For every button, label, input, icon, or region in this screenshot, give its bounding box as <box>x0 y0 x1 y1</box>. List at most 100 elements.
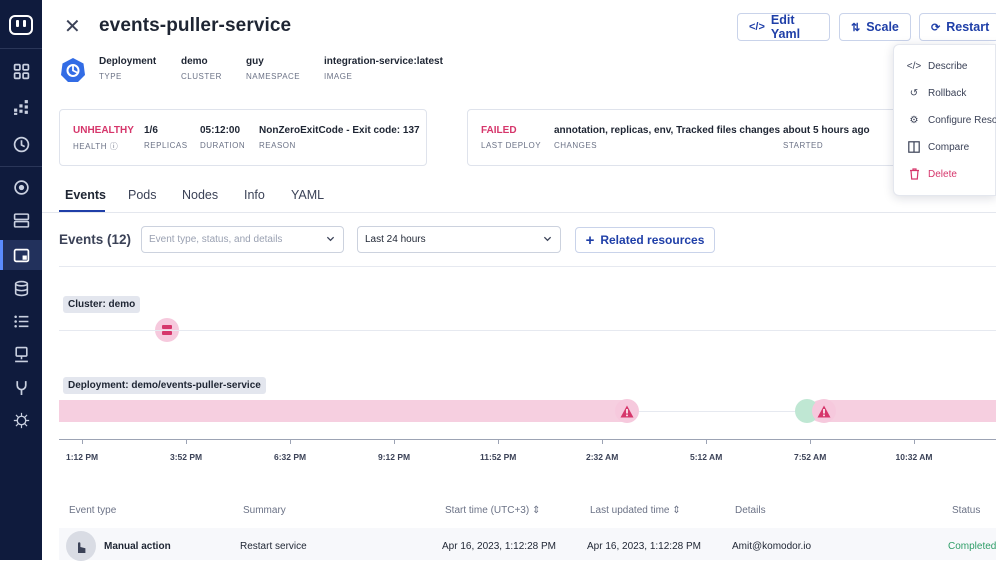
kubernetes-deployment-icon <box>61 58 85 82</box>
deploy-warning-marker[interactable] <box>615 399 639 423</box>
app-logo[interactable] <box>9 15 33 35</box>
tab-events[interactable]: Events <box>65 188 106 202</box>
deploy-warning-marker[interactable] <box>812 399 836 423</box>
code-icon: </> <box>906 60 922 72</box>
col-event-type[interactable]: Event type <box>69 505 117 516</box>
server-icon <box>162 325 172 335</box>
plus-icon: + <box>585 231 595 249</box>
menu-item-compare[interactable]: Compare <box>908 141 969 153</box>
sidebar-item-storage[interactable] <box>0 273 42 303</box>
menu-item-delete[interactable]: Delete <box>908 168 957 180</box>
unhealthy-period-band[interactable] <box>59 400 631 422</box>
monitor-icon <box>14 346 28 362</box>
helm-wheel-icon <box>13 179 29 195</box>
health-card: UNHEALTHY HEALTH ⓘ 1/6 REPLICAS 05:12:00… <box>59 109 427 166</box>
sidebar-item-list[interactable] <box>0 306 42 336</box>
time-axis-tick-label: 9:12 PM <box>378 452 411 462</box>
time-axis-tick <box>810 439 811 444</box>
time-axis-tick-label: 7:52 AM <box>794 452 827 462</box>
col-status[interactable]: Status <box>952 505 981 516</box>
event-filter-placeholder: Event type, status, and details <box>149 234 283 245</box>
sidebar-item-history[interactable] <box>0 129 42 159</box>
time-axis-tick <box>498 439 499 444</box>
sidebar-divider <box>0 166 42 167</box>
page-title: events-puller-service <box>99 15 292 36</box>
table-row[interactable] <box>59 528 996 560</box>
bars-icon <box>13 99 28 115</box>
restart-button[interactable]: ⟳ Restart <box>919 13 996 41</box>
time-axis-tick <box>290 439 291 444</box>
tab-info[interactable]: Info <box>244 188 265 202</box>
sidebar-item-dashboard[interactable] <box>0 92 42 122</box>
sidebar-item-network[interactable] <box>0 339 42 369</box>
grid-icon <box>13 63 29 79</box>
row-details: Amit@komodor.io <box>732 541 812 552</box>
row-last-updated: Apr 16, 2023, 1:12:28 PM <box>587 541 701 552</box>
tab-pods[interactable]: Pods <box>128 188 157 202</box>
time-axis-tick <box>394 439 395 444</box>
col-last-updated[interactable]: Last updated time ⇕ <box>590 505 681 516</box>
meta-namespace: guy NAMESPACE <box>246 56 301 81</box>
hand-icon <box>78 542 86 553</box>
changes-field: annotation, replicas, env, Tracked files… <box>554 125 781 150</box>
sidebar-divider <box>0 48 42 49</box>
compare-icon <box>908 141 920 153</box>
tab-yaml[interactable]: YAML <box>291 188 325 202</box>
refresh-icon: ⟳ <box>931 21 941 34</box>
event-filter-select[interactable]: Event type, status, and details <box>141 226 344 253</box>
wrench-icon <box>15 380 27 395</box>
duration-field: 05:12:00 DURATION <box>200 125 246 150</box>
clock-icon <box>13 136 29 152</box>
warning-icon <box>620 405 634 417</box>
time-range-select[interactable]: Last 24 hours <box>357 226 561 253</box>
time-axis-tick <box>186 439 187 444</box>
time-axis-tick-label: 5:12 AM <box>690 452 723 462</box>
time-axis-tick <box>914 439 915 444</box>
last-deploy-field: FAILED LAST DEPLOY <box>481 125 542 150</box>
time-axis-tick-label: 1:12 PM <box>66 452 99 462</box>
row-status: Completed <box>948 541 996 552</box>
workload-icon <box>13 248 29 262</box>
sidebar-item-nodes[interactable] <box>0 205 42 235</box>
time-axis-tick-label: 6:32 PM <box>274 452 307 462</box>
time-axis-tick <box>602 439 603 444</box>
helm-icon <box>13 412 29 428</box>
sidebar-item-access[interactable] <box>0 372 42 402</box>
events-timeline: Cluster: demo Deployment: demo/events-pu… <box>59 266 996 471</box>
warning-icon <box>817 405 831 417</box>
database-icon <box>14 280 28 296</box>
sidebar-item-clusters[interactable] <box>0 172 42 202</box>
time-axis-tick-label: 10:32 AM <box>895 452 933 462</box>
sidebar-item-services[interactable] <box>0 56 42 86</box>
active-tab-indicator <box>59 210 105 212</box>
timeline-track <box>631 411 811 412</box>
col-summary[interactable]: Summary <box>243 505 286 516</box>
sidebar-item-helm[interactable] <box>0 405 42 435</box>
time-axis-tick-label: 2:32 AM <box>586 452 619 462</box>
info-icon[interactable]: ⓘ <box>109 142 119 151</box>
col-start-time[interactable]: Start time (UTC+3) ⇕ <box>445 505 541 516</box>
col-details[interactable]: Details <box>735 505 766 516</box>
timeline-row-label-deployment: Deployment: demo/events-puller-service <box>63 377 266 394</box>
row-summary: Restart service <box>240 541 307 552</box>
row-start-time: Apr 16, 2023, 1:12:28 PM <box>442 541 556 552</box>
time-axis <box>59 439 996 440</box>
time-axis-tick <box>82 439 83 444</box>
gear-icon: ⚙ <box>909 114 919 126</box>
edit-yaml-button[interactable]: </> Edit Yaml <box>737 13 830 41</box>
health-field: UNHEALTHY HEALTH ⓘ <box>73 125 134 151</box>
unhealthy-period-band[interactable] <box>809 400 996 422</box>
restart-label: Restart <box>946 20 990 34</box>
menu-item-configure[interactable]: ⚙ Configure Reso <box>909 114 996 126</box>
timeline-row-label-cluster: Cluster: demo <box>63 296 141 313</box>
edit-yaml-label: Edit Yaml <box>770 13 801 41</box>
sidebar-item-workloads[interactable] <box>0 240 42 270</box>
tab-nodes[interactable]: Nodes <box>182 188 219 202</box>
related-resources-button[interactable]: + Related resources <box>575 227 715 253</box>
menu-item-describe[interactable]: </> Describe <box>906 60 968 72</box>
menu-item-rollback[interactable]: ↺ Rollback <box>909 87 967 99</box>
close-icon[interactable]: ✕ <box>64 16 81 38</box>
deploy-card: FAILED LAST DEPLOY annotation, replicas,… <box>467 109 907 166</box>
time-axis-tick-label: 3:52 PM <box>170 452 203 462</box>
scale-button[interactable]: ⇅ Scale <box>839 13 911 41</box>
